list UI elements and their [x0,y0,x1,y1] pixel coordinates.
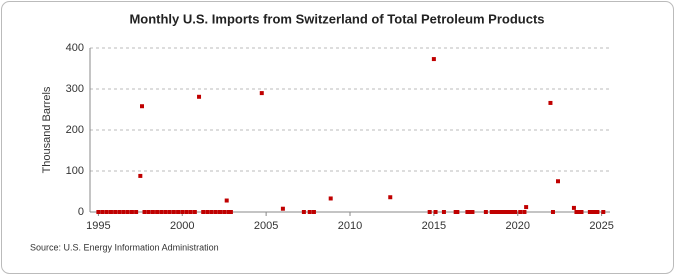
point [509,210,514,214]
point [188,210,193,214]
point [192,210,197,214]
point [163,210,168,214]
point [224,198,229,203]
x-tick-label: 2015 [422,220,446,232]
point [113,210,118,214]
point [301,210,306,214]
point [171,210,176,214]
point [592,210,597,214]
point [125,210,130,214]
point [96,210,101,214]
point [155,210,160,214]
point [548,100,553,105]
point [470,210,475,214]
point [556,179,560,184]
point [108,210,113,214]
point [427,210,432,214]
point [455,210,460,214]
y-tick-label: 200 [66,124,84,136]
y-axis-label: Thousand Barrels [41,86,53,173]
point [504,210,509,214]
point [489,210,494,214]
point [571,205,576,210]
point [502,210,507,214]
point [205,210,210,214]
x-tick-label: 2005 [254,220,278,232]
y-tick-label: 0 [78,206,84,218]
point [180,210,185,214]
x-tick-label: 2025 [589,220,613,232]
point [142,210,147,214]
point [587,210,592,214]
y-tick-label: 100 [66,165,84,177]
point [121,210,126,214]
point [226,210,231,214]
point [311,210,316,214]
point [307,210,312,214]
point [595,210,600,214]
point [176,210,181,214]
point [213,210,218,214]
point [159,210,164,214]
y-tick-label: 300 [66,83,84,95]
point [138,173,143,178]
point [492,210,497,214]
point [280,206,285,211]
point [497,210,502,214]
point [441,210,446,214]
point [222,210,227,214]
x-tick-label: 2020 [505,220,529,232]
point [167,210,172,214]
point [524,205,529,210]
point [228,210,233,214]
point [467,210,472,214]
source: Source: U.S. Energy Information Administ… [30,242,219,252]
point [146,210,151,214]
point [494,210,499,214]
x-tick-label: 2000 [170,220,194,232]
point [201,210,206,214]
point [601,210,606,214]
y-tick-label: 400 [66,42,84,54]
point [483,210,488,214]
x-tick-label: 1995 [86,220,110,232]
point [522,210,527,214]
point [328,196,333,201]
point [550,210,555,214]
chart-title: Monthly U.S. Imports from Switzerland of… [129,11,544,26]
point [518,210,523,214]
point [209,210,214,214]
point [218,210,222,214]
point [134,210,139,214]
point [117,210,122,214]
point [579,210,584,214]
point [433,210,438,214]
point [574,210,579,214]
point [431,57,436,62]
point [388,195,393,200]
point [590,210,595,214]
point [513,210,518,214]
point [184,210,189,214]
point [465,210,470,214]
x-tick-label: 2010 [338,220,362,232]
point [100,210,105,214]
point [197,94,202,99]
point [140,104,144,109]
point [150,210,155,214]
point [259,91,264,96]
point [576,210,581,214]
point [129,210,134,214]
point [507,210,512,214]
point [104,210,109,214]
point [499,210,504,214]
